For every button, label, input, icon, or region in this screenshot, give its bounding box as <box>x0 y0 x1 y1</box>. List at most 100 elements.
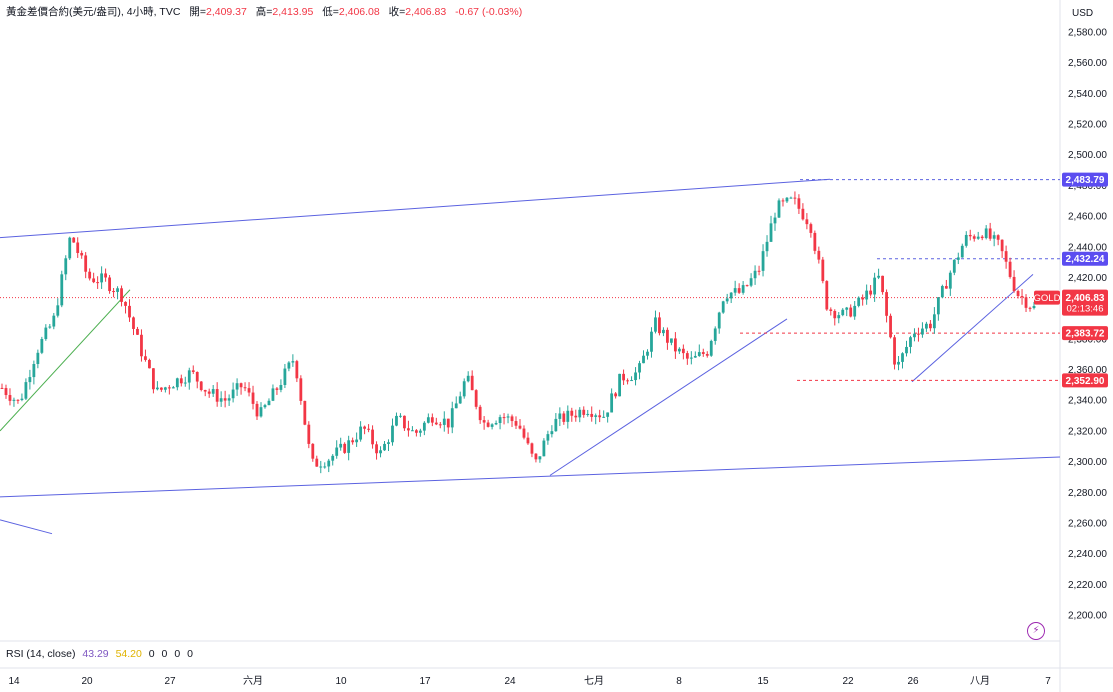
candle <box>797 194 801 214</box>
candle-body <box>311 443 315 459</box>
candle <box>586 409 590 417</box>
candle-body <box>502 417 506 419</box>
candle <box>1028 306 1032 312</box>
candle-body <box>175 378 179 388</box>
candle <box>925 321 928 332</box>
candle-body <box>905 346 908 354</box>
candle <box>506 413 510 424</box>
candle <box>195 371 199 389</box>
candle-body <box>829 309 833 311</box>
rsi-pane-legend[interactable]: RSI (14, close) 43.29 54.20 0 0 0 0 <box>6 648 193 660</box>
price-tags: 2,483.79 2,432.24 2,383.72 2,352.90 2,406.83… <box>1034 172 1108 388</box>
price-axis-tick: 2,300.00 <box>1068 457 1107 468</box>
candle <box>614 392 618 399</box>
bolt-icon[interactable]: ⚡ <box>1027 622 1045 640</box>
candle <box>128 299 131 322</box>
candle-body <box>371 429 374 445</box>
candle-body <box>849 307 853 317</box>
candle <box>618 373 622 397</box>
candle <box>199 381 203 392</box>
candle-body <box>566 410 570 422</box>
candle <box>825 280 829 311</box>
candle <box>462 378 466 399</box>
candle <box>179 374 183 387</box>
candle <box>355 432 359 447</box>
candle-body <box>367 428 370 430</box>
currency-label[interactable]: USD <box>1072 8 1094 19</box>
price-axis-tick: 2,580.00 <box>1068 28 1107 39</box>
symbol-badge <box>1034 290 1060 305</box>
candle-body <box>976 236 980 239</box>
candle <box>761 244 765 277</box>
candle <box>367 424 370 433</box>
candle <box>203 389 207 397</box>
candle-body <box>606 412 610 417</box>
candle-body <box>972 236 976 239</box>
candle-body <box>64 258 68 275</box>
candle-body <box>434 422 438 425</box>
candle <box>626 378 629 385</box>
candle-body <box>980 236 984 239</box>
candle <box>566 405 570 429</box>
candle-body <box>219 398 223 402</box>
candle <box>494 420 498 426</box>
candle-body <box>873 277 877 295</box>
candle-body <box>124 301 127 306</box>
candle <box>753 265 757 285</box>
candle <box>741 281 745 295</box>
candle-body <box>809 224 813 233</box>
candle-body <box>761 251 765 271</box>
candle-body <box>430 417 434 423</box>
candle <box>434 417 438 426</box>
candle <box>251 385 255 410</box>
candle-body <box>857 297 861 306</box>
symbol-badge-text: GOLD <box>1034 293 1061 304</box>
candle <box>646 349 649 360</box>
candle-body <box>550 431 554 435</box>
candle <box>403 415 406 431</box>
candle <box>247 382 251 397</box>
candle <box>171 385 175 389</box>
candle-body <box>167 387 171 389</box>
time-axis: 14 20 27 六月 10 17 24 七月 8 15 22 26 八月 7 <box>8 675 1051 687</box>
candle-body <box>179 378 183 384</box>
candle <box>861 294 865 306</box>
price-axis-tick: 2,440.00 <box>1068 242 1107 253</box>
candle-body <box>1008 261 1012 277</box>
candle <box>327 458 331 473</box>
candle <box>948 270 952 296</box>
candle <box>148 358 151 369</box>
legend-open-label: 開= <box>189 6 206 18</box>
price-axis-tick: 2,560.00 <box>1068 58 1107 69</box>
candle-body <box>869 290 873 295</box>
candle <box>32 360 36 385</box>
candle-body <box>16 399 20 401</box>
candle <box>259 402 263 418</box>
candle-body <box>570 410 574 416</box>
candle <box>518 419 522 430</box>
candle <box>1032 302 1036 310</box>
candle-body <box>279 384 283 390</box>
candle-body <box>777 200 781 218</box>
candle <box>442 411 446 432</box>
support-trend-line <box>549 318 788 476</box>
candle <box>666 327 669 350</box>
price-axis-tick: 2,540.00 <box>1068 89 1107 100</box>
candle-body <box>773 217 777 224</box>
candle-body <box>295 361 299 379</box>
candle <box>729 292 733 304</box>
candle-body <box>602 416 606 418</box>
candle <box>598 409 602 423</box>
candle-body <box>466 375 470 382</box>
candle <box>773 212 777 231</box>
candle <box>391 418 394 446</box>
candle-body <box>781 200 785 202</box>
support-trend-line <box>911 274 1034 383</box>
candle <box>996 234 1000 246</box>
candle <box>371 425 374 449</box>
candle <box>801 203 805 221</box>
candle-body <box>446 418 450 428</box>
candle-body <box>530 443 534 454</box>
candle <box>705 351 709 358</box>
